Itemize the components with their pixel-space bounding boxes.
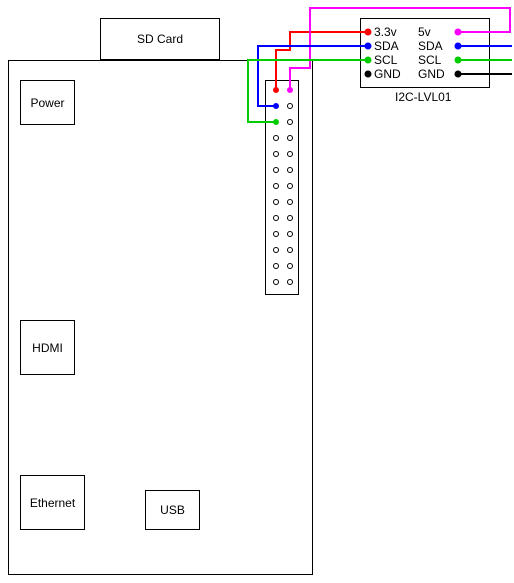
ethernet-label: Ethernet	[30, 496, 75, 510]
sd-card-label: SD Card	[137, 32, 183, 46]
level-shifter-label: I2C-LVL01	[395, 90, 451, 104]
lvl-pin-scl-r: SCL	[418, 53, 441, 67]
lvl-pin-sda-r: SDA	[418, 39, 443, 53]
ethernet-box: Ethernet	[20, 475, 85, 530]
lvl-pin-gnd-l: GND	[374, 67, 401, 81]
gpio-header-box	[265, 80, 299, 295]
usb-label: USB	[160, 503, 185, 517]
lvl-pin-3v3: 3.3v	[374, 25, 397, 39]
hdmi-label: HDMI	[32, 341, 63, 355]
lvl-pin-sda-l: SDA	[374, 39, 399, 53]
power-box: Power	[20, 80, 75, 125]
power-label: Power	[30, 96, 64, 110]
lvl-pin-5v: 5v	[418, 25, 431, 39]
lvl-pin-gnd-r: GND	[418, 67, 445, 81]
hdmi-box: HDMI	[20, 320, 75, 375]
diagram-canvas: SD Card Power HDMI Ethernet USB I2C-LVL0…	[0, 0, 514, 583]
usb-box: USB	[145, 490, 200, 530]
lvl-pin-scl-l: SCL	[374, 53, 397, 67]
sd-card-box: SD Card	[100, 18, 220, 60]
